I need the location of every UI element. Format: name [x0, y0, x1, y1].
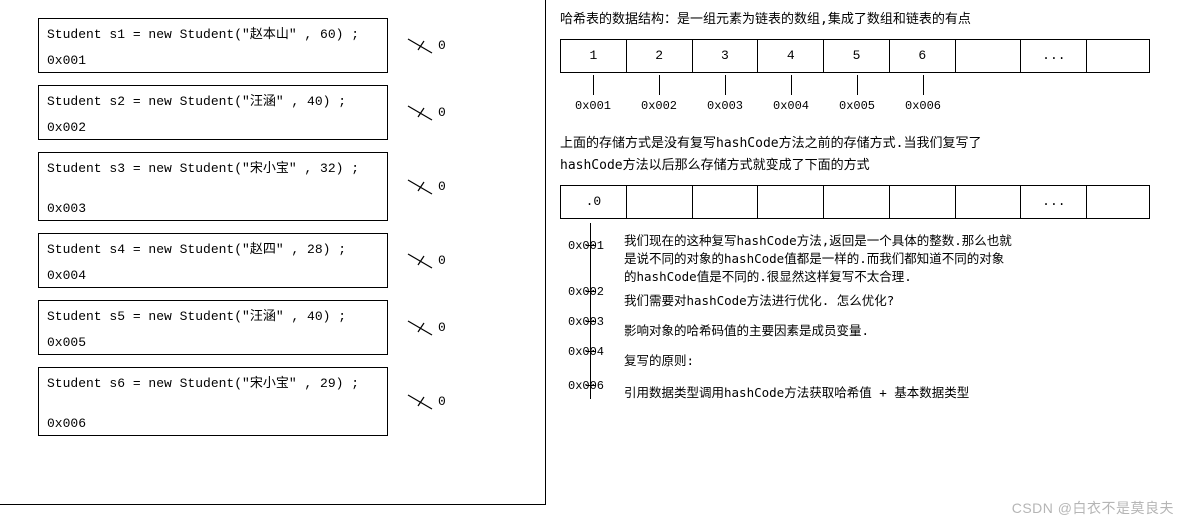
tick-label: 0x005 [839, 99, 875, 113]
note-line: 我们现在的这种复写hashCode方法,返回是一个具体的整数.那么也就 [624, 231, 1012, 250]
linked-chain: 0x001 0x002 0x003 0x004 0x006 [560, 223, 624, 413]
bucket-cell [824, 186, 890, 218]
tick-line [725, 75, 726, 95]
note-line: 是说不同的对象的hashCode值都是一样的.而我们都知道不同的对象 [624, 249, 1004, 268]
bucket-cell: .0 [561, 186, 627, 218]
hash-arrow-icon: 0 [404, 31, 464, 61]
student-address: 0x004 [47, 266, 379, 286]
chain-node-label: 0x003 [568, 315, 604, 329]
chain-node-label: 0x002 [568, 285, 604, 299]
student-address: 0x006 [47, 414, 379, 434]
bucket-cell: 1 [561, 40, 627, 72]
bucket-ticks-before: 0x001 0x002 0x003 0x004 0x005 0x006 [560, 75, 1150, 123]
bucket-cell [890, 186, 956, 218]
hashtable-title: 哈希表的数据结构：是一组元素为链表的数组,集成了数组和链表的有点 [560, 10, 1174, 31]
para-line: 上面的存储方式是没有复写hashCode方法之前的存储方式.当我们复写了 [560, 136, 981, 151]
bucket-cell: 6 [890, 40, 956, 72]
left-panel: Student s1 = new Student("赵本山" , 60) ; 0x… [0, 0, 546, 505]
student-address: 0x003 [47, 199, 379, 219]
chain-node-label: 0x004 [568, 345, 604, 359]
right-panel: 哈希表的数据结构：是一组元素为链表的数组,集成了数组和链表的有点 123456.… [546, 0, 1184, 524]
svg-text:0: 0 [438, 394, 446, 409]
student-code: Student s6 = new Student("宋小宝" , 29) ; [47, 374, 379, 394]
hash-arrow-icon: 0 [404, 246, 464, 276]
svg-text:0: 0 [438, 105, 446, 120]
hash-arrow-icon: 0 [404, 387, 464, 417]
student-box: Student s6 = new Student("宋小宝" , 29) ; 0x… [38, 367, 388, 436]
watermark: CSDN @白衣不是莫良夫 [1012, 498, 1174, 518]
note-line: 我们需要对hashCode方法进行优化. 怎么优化? [624, 291, 894, 310]
bucket-cell: 2 [627, 40, 693, 72]
student-code: Student s3 = new Student("宋小宝" , 32) ; [47, 159, 379, 179]
student-code: Student s5 = new Student("汪涵" , 40) ; [47, 307, 379, 327]
student-box: Student s4 = new Student("赵四" , 28) ; 0x0… [38, 233, 388, 288]
student-address: 0x002 [47, 118, 379, 138]
bucket-array-before: 123456... [560, 39, 1150, 73]
student-box: Student s1 = new Student("赵本山" , 60) ; 0x… [38, 18, 388, 73]
tick-line [791, 75, 792, 95]
chain-node-label: 0x006 [568, 379, 604, 393]
tick-label: 0x004 [773, 99, 809, 113]
student-box: Student s5 = new Student("汪涵" , 40) ; 0x0… [38, 300, 388, 355]
note-line: 复写的原则: [624, 351, 694, 370]
hash-arrow-icon: 0 [404, 172, 464, 202]
bucket-cell: ... [1021, 186, 1087, 218]
svg-text:0: 0 [438, 320, 446, 335]
bucket-cell: ... [1021, 40, 1087, 72]
svg-text:0: 0 [438, 179, 446, 194]
student-code: Student s2 = new Student("汪涵" , 40) ; [47, 92, 379, 112]
explanation-before: 上面的存储方式是没有复写hashCode方法之前的存储方式.当我们复写了 has… [560, 133, 1174, 177]
tick-line [593, 75, 594, 95]
notes-column: 我们现在的这种复写hashCode方法,返回是一个具体的整数.那么也就是说不同的… [624, 223, 1174, 413]
bucket-cell [1087, 186, 1149, 218]
note-line: 影响对象的哈希码值的主要因素是成员变量. [624, 321, 869, 340]
bucket-cell [693, 186, 759, 218]
hash-arrow-icon: 0 [404, 98, 464, 128]
tick-label: 0x003 [707, 99, 743, 113]
tick-label: 0x006 [905, 99, 941, 113]
student-box: Student s3 = new Student("宋小宝" , 32) ; 0x… [38, 152, 388, 221]
tick-line [857, 75, 858, 95]
student-code: Student s1 = new Student("赵本山" , 60) ; [47, 25, 379, 45]
tick-label: 0x002 [641, 99, 677, 113]
bucket-cell [758, 186, 824, 218]
note-line: 的hashCode值是不同的.很显然这样复写不太合理. [624, 267, 912, 286]
bucket-cell [1087, 40, 1149, 72]
svg-text:0: 0 [438, 253, 446, 268]
bucket-cell: 5 [824, 40, 890, 72]
student-address: 0x005 [47, 333, 379, 353]
bucket-cell [627, 186, 693, 218]
bucket-cell [956, 186, 1022, 218]
chain-node-label: 0x001 [568, 239, 604, 253]
student-code: Student s4 = new Student("赵四" , 28) ; [47, 240, 379, 260]
bucket-cell: 4 [758, 40, 824, 72]
tick-line [923, 75, 924, 95]
hash-arrow-icon: 0 [404, 313, 464, 343]
student-box: Student s2 = new Student("汪涵" , 40) ; 0x0… [38, 85, 388, 140]
note-line: 引用数据类型调用hashCode方法获取哈希值 + 基本数据类型 [624, 383, 969, 402]
tick-label: 0x001 [575, 99, 611, 113]
para-line: hashCode方法以后那么存储方式就变成了下面的方式 [560, 158, 870, 173]
svg-text:0: 0 [438, 38, 446, 53]
bucket-array-after: .0... [560, 185, 1150, 219]
bucket-cell: 3 [693, 40, 759, 72]
tick-line [659, 75, 660, 95]
student-address: 0x001 [47, 51, 379, 71]
bucket-cell [956, 40, 1022, 72]
